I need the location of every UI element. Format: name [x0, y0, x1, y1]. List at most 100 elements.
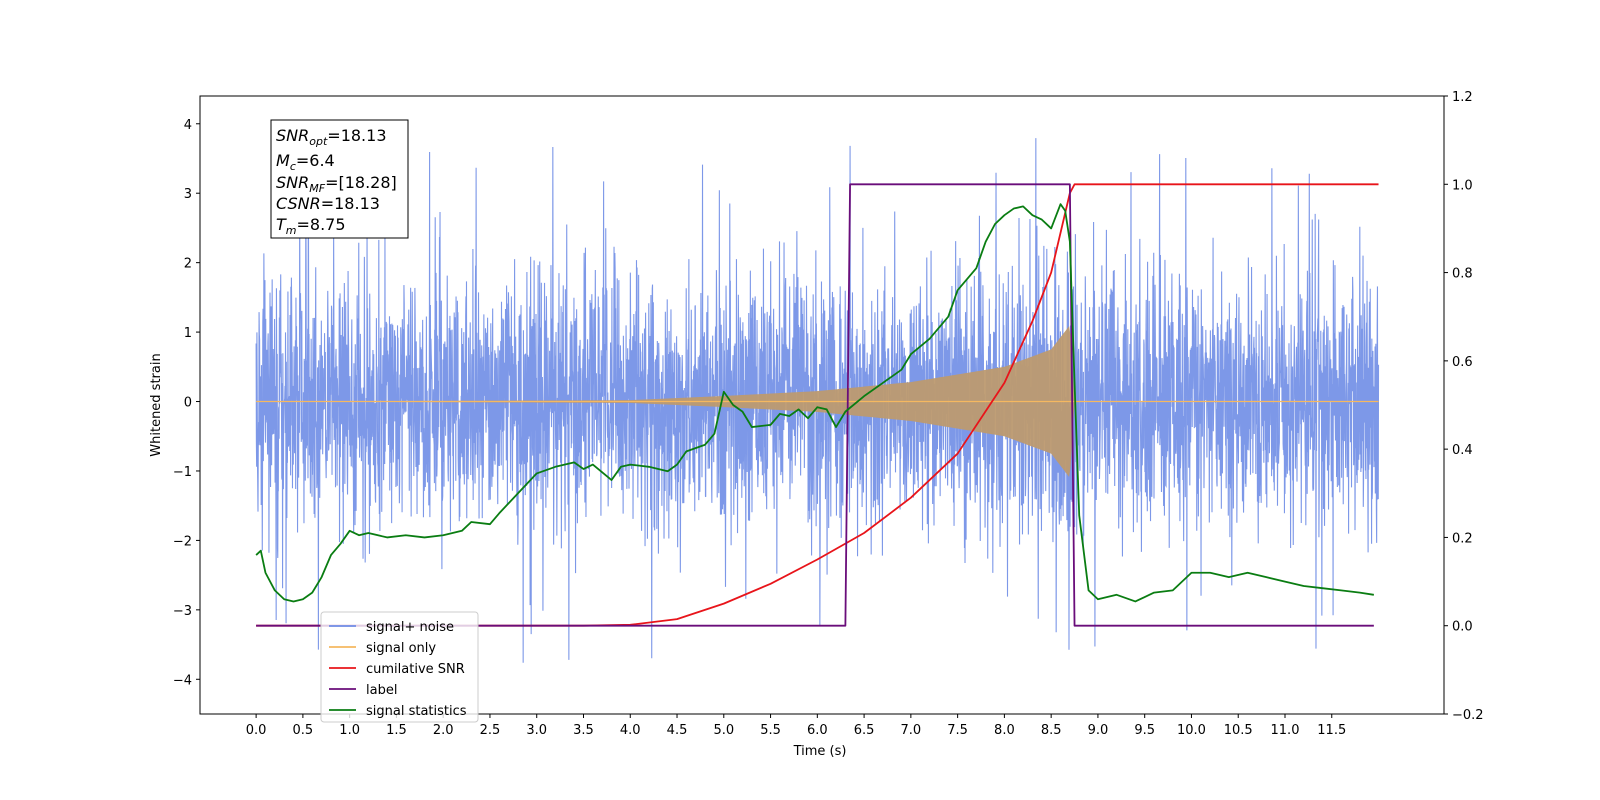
y-tick-label: 4: [184, 118, 192, 133]
legend-label: cumilative SNR: [366, 662, 465, 677]
legend-item: signal statistics: [329, 704, 467, 719]
x-tick-label: 7.0: [901, 723, 922, 738]
x-tick: 3.0: [526, 714, 547, 738]
y2-tick-label: 0.6: [1452, 355, 1473, 370]
x-tick: 6.5: [854, 714, 875, 738]
annotation-tm: Tm=8.75: [276, 215, 346, 237]
y-tick: 1: [184, 326, 200, 341]
x-tick: 4.5: [667, 714, 688, 738]
x-tick-label: 10.5: [1224, 723, 1253, 738]
y-tick: −4: [173, 673, 200, 688]
x-tick: 2.5: [480, 714, 500, 738]
x-tick: 8.5: [1041, 714, 1062, 738]
annotation-frame: [270, 119, 409, 239]
y-tick: −1: [173, 465, 200, 480]
y-tick-label: 0: [184, 396, 192, 411]
x-tick-label: 0.5: [293, 723, 314, 738]
series-signal-noise-line: [255, 138, 1380, 663]
legend-item: label: [329, 683, 397, 698]
x-tick: 3.5: [573, 714, 594, 738]
series-layer: [255, 138, 1380, 663]
y2-tick-label: 0.0: [1452, 620, 1473, 635]
plot-frame: [199, 95, 1445, 715]
x-tick-label: 11.5: [1317, 723, 1346, 738]
x-tick: 4.0: [620, 714, 641, 738]
y2-tick-label: 0.8: [1452, 267, 1473, 282]
y2-tick-label: 0.2: [1452, 531, 1473, 546]
x-axis: 0.0 0.5 1.0 1.5 2.0 2.5 3.0 3.5 4.0 4.5 5.0 5.5 6.0 6…: [246, 714, 1346, 738]
x-tick-label: 8.0: [994, 723, 1015, 738]
y-tick-label: 3: [184, 187, 192, 202]
legend-label: signal statistics: [366, 704, 467, 719]
x-tick: 11.5: [1317, 714, 1346, 738]
x-tick-label: 9.0: [1088, 723, 1109, 738]
x-tick-label: 10.0: [1177, 723, 1206, 738]
x-tick-label: 3.5: [573, 723, 594, 738]
y-axis-left: −4 −3 −2 −1 0 1 2 3 4: [173, 118, 200, 688]
x-tick-label: 0.0: [246, 723, 267, 738]
x-tick: 0.0: [246, 714, 267, 738]
x-tick: 5.5: [760, 714, 781, 738]
annotation-box: SNRopt=18.13 Mc=6.4 SNRMF=[18.28] CSNR=1…: [270, 119, 409, 239]
y-tick: 2: [184, 257, 200, 272]
x-tick-label: 1.5: [386, 723, 407, 738]
legend-label: signal+ noise: [366, 620, 454, 635]
y-tick: 0: [184, 396, 200, 411]
x-tick: 8.0: [994, 714, 1015, 738]
y2-tick: 0.8: [1444, 267, 1473, 282]
legend-label: label: [366, 683, 397, 698]
x-tick-label: 8.5: [1041, 723, 1062, 738]
x-tick-label: 11.0: [1271, 723, 1300, 738]
x-tick-label: 3.0: [526, 723, 547, 738]
y2-tick-label: 0.4: [1452, 443, 1473, 458]
x-tick: 7.0: [901, 714, 922, 738]
x-tick: 9.5: [1134, 714, 1155, 738]
y-tick: −3: [173, 604, 200, 619]
y-tick: −2: [173, 534, 200, 549]
x-tick-label: 6.0: [807, 723, 828, 738]
x-tick-label: 6.5: [854, 723, 875, 738]
y2-tick: −0.2: [1444, 708, 1484, 723]
y-tick-label: −4: [173, 673, 192, 688]
series-label-line: [256, 183, 1374, 627]
annotation-mc: Mc=6.4: [276, 151, 335, 173]
annotation-csnr: CSNR=18.13: [276, 194, 380, 213]
x-tick: 10.5: [1224, 714, 1253, 738]
y-axis-label: Whitened strain: [149, 353, 164, 456]
x-tick: 11.0: [1271, 714, 1300, 738]
y-tick-label: −3: [173, 604, 192, 619]
y-tick-label: −1: [173, 465, 192, 480]
x-tick: 10.0: [1177, 714, 1206, 738]
y2-tick-label: −0.2: [1452, 708, 1484, 723]
y-tick-label: 1: [184, 326, 192, 341]
x-tick: 0.5: [293, 714, 314, 738]
x-tick-label: 2.0: [433, 723, 454, 738]
x-tick-label: 4.0: [620, 723, 641, 738]
y-tick: 4: [184, 118, 200, 133]
y-tick-label: 2: [184, 257, 192, 272]
x-tick-label: 4.5: [667, 723, 688, 738]
y-tick: 3: [184, 187, 200, 202]
series-cumulative-snr-line: [256, 183, 1379, 627]
y2-tick-label: 1.2: [1452, 90, 1473, 105]
x-tick: 9.0: [1088, 714, 1109, 738]
y2-tick: 0.0: [1444, 620, 1473, 635]
annotation-snr-mf: SNRMF=[18.28]: [276, 173, 397, 195]
annotation-snr-opt: SNRopt=18.13: [276, 126, 387, 148]
legend-frame: [320, 611, 479, 723]
y-axis-right: −0.2 0.0 0.2 0.4 0.6 0.8 1.0 1.2: [1444, 90, 1484, 723]
y2-tick: 1.0: [1444, 178, 1473, 193]
x-tick-label: 9.5: [1134, 723, 1155, 738]
x-tick: 7.5: [947, 714, 968, 738]
legend-item: cumilative SNR: [329, 662, 465, 677]
y-tick-label: −2: [173, 534, 192, 549]
y2-tick: 0.4: [1444, 443, 1473, 458]
x-tick-label: 5.5: [760, 723, 781, 738]
y2-tick: 0.6: [1444, 355, 1473, 370]
legend-item: signal only: [329, 641, 436, 656]
legend-item: signal+ noise: [329, 620, 454, 635]
x-axis-label: Time (s): [793, 744, 847, 759]
y2-tick-label: 1.0: [1452, 178, 1473, 193]
legend-label: signal only: [366, 641, 436, 656]
